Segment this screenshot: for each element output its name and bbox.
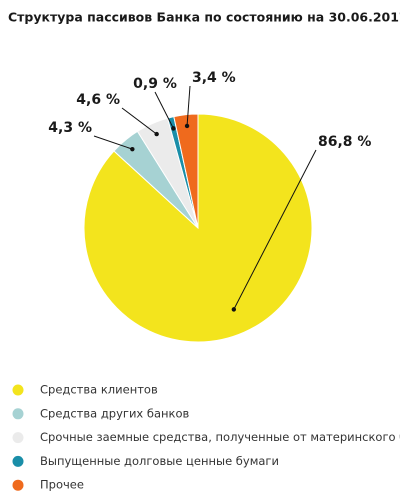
legend-label: Средства клиентов [40,383,158,397]
leader-line [154,91,174,129]
legend-label: Прочее [40,478,84,492]
legend-marker [12,384,24,396]
legend-marker [12,432,24,444]
pie-slice [173,113,199,229]
leader-line [93,135,133,150]
legend-label: Срочные заемные средства, полученные от … [40,430,400,444]
value-label: 86,8 % [318,134,371,150]
leader-line [233,149,317,310]
leader-dot [184,123,190,129]
value-label: 4,6 % [76,92,120,108]
leader-line [121,107,157,135]
legend-label: Выпущенные долговые ценные бумаги [40,454,279,468]
legend-label: Средства других банков [40,406,190,420]
value-label: 0,9 % [133,76,177,92]
legend-marker [12,479,24,491]
leader-line [186,85,191,127]
leader-dot [231,307,237,312]
leader-dot [130,146,135,152]
leader-dot [171,126,176,131]
chart-title: Структура пассивов Банка по состоянию на… [8,10,400,25]
value-label: 3,4 % [192,70,236,86]
leader-dot [154,131,159,137]
legend-marker [12,408,24,420]
value-label: 4,3 % [48,120,92,136]
legend-marker [12,455,24,467]
